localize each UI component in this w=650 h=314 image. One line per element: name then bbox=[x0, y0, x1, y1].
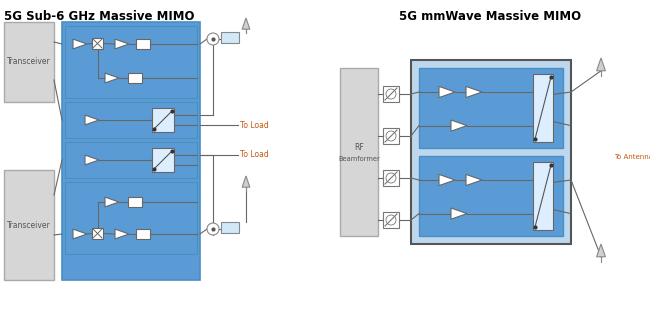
Polygon shape bbox=[73, 39, 87, 49]
Bar bbox=[533, 162, 553, 230]
Polygon shape bbox=[105, 197, 119, 207]
Polygon shape bbox=[451, 208, 467, 219]
Polygon shape bbox=[85, 115, 99, 125]
Text: 5G mmWave Massive MIMO: 5G mmWave Massive MIMO bbox=[399, 10, 581, 23]
Polygon shape bbox=[115, 229, 129, 239]
Polygon shape bbox=[597, 58, 605, 71]
Bar bbox=[92, 228, 103, 239]
Bar bbox=[128, 197, 142, 207]
Bar bbox=[419, 68, 563, 148]
Bar bbox=[4, 170, 54, 280]
Bar bbox=[383, 170, 399, 186]
Bar bbox=[419, 156, 563, 236]
Bar bbox=[383, 128, 399, 144]
Polygon shape bbox=[439, 86, 455, 98]
Circle shape bbox=[207, 33, 219, 45]
Bar bbox=[65, 182, 197, 254]
Polygon shape bbox=[451, 120, 467, 131]
Bar bbox=[221, 32, 239, 43]
Bar bbox=[411, 60, 571, 244]
Polygon shape bbox=[115, 39, 129, 49]
Bar bbox=[65, 26, 197, 98]
Polygon shape bbox=[73, 229, 87, 239]
Text: 5G Sub-6 GHz Massive MIMO: 5G Sub-6 GHz Massive MIMO bbox=[4, 10, 194, 23]
Bar bbox=[4, 22, 54, 102]
Bar bbox=[383, 86, 399, 102]
Bar bbox=[533, 74, 553, 142]
Polygon shape bbox=[85, 155, 99, 165]
Bar bbox=[65, 142, 197, 178]
Polygon shape bbox=[466, 174, 482, 186]
Bar bbox=[136, 39, 150, 49]
Polygon shape bbox=[242, 176, 250, 187]
Bar bbox=[221, 222, 239, 233]
Polygon shape bbox=[597, 244, 605, 257]
Text: To Antenna Array: To Antenna Array bbox=[614, 154, 650, 160]
Text: Transceiver: Transceiver bbox=[7, 220, 51, 230]
Text: To Load: To Load bbox=[240, 150, 268, 159]
Polygon shape bbox=[105, 73, 119, 83]
Text: Beamformer: Beamformer bbox=[338, 156, 380, 162]
Bar bbox=[340, 68, 378, 236]
Circle shape bbox=[207, 223, 219, 235]
Bar bbox=[152, 108, 174, 132]
Bar bbox=[65, 102, 197, 138]
Polygon shape bbox=[439, 174, 455, 186]
Bar bbox=[128, 73, 142, 83]
Bar bbox=[136, 229, 150, 239]
Text: Transceiver: Transceiver bbox=[7, 57, 51, 67]
Text: To Load: To Load bbox=[240, 121, 268, 130]
Bar bbox=[383, 212, 399, 228]
Polygon shape bbox=[242, 18, 250, 29]
Polygon shape bbox=[466, 86, 482, 98]
Bar bbox=[152, 148, 174, 172]
Text: RF: RF bbox=[354, 143, 364, 151]
Bar bbox=[62, 22, 200, 280]
Bar bbox=[92, 38, 103, 49]
